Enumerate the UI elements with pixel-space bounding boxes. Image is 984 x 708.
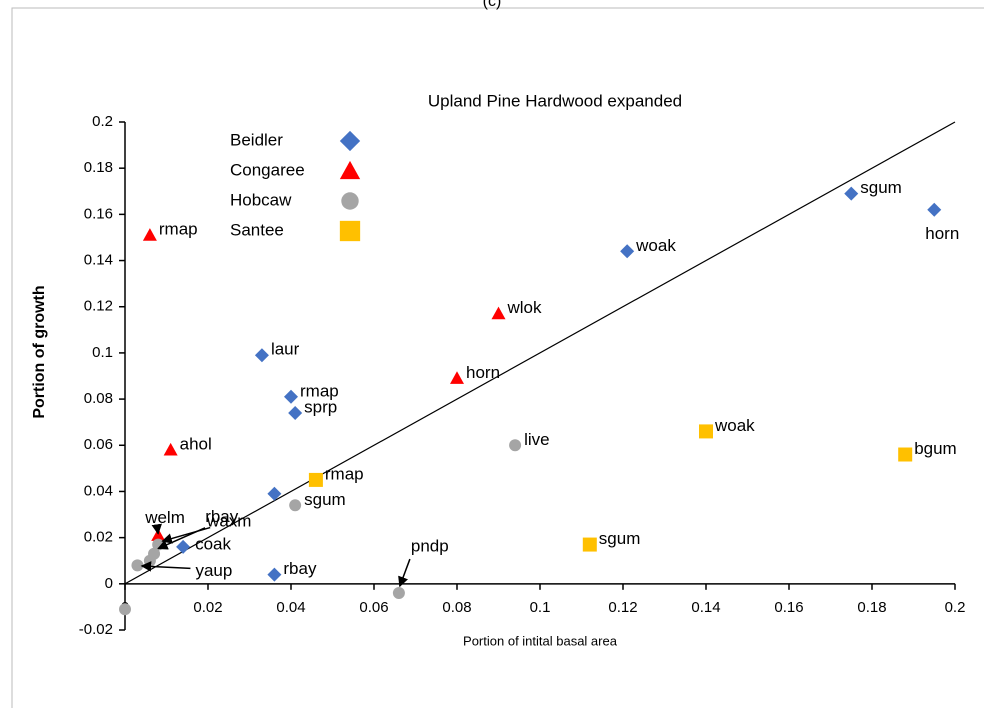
- point: [119, 603, 131, 616]
- x-tick-label: 0.2: [945, 599, 966, 616]
- point-label: sgum: [304, 490, 346, 509]
- point-label: wlok: [507, 298, 543, 317]
- point: [898, 447, 913, 462]
- y-tick-label: 0.06: [84, 436, 113, 453]
- point: [392, 587, 405, 600]
- point: [131, 559, 144, 572]
- point: [491, 306, 506, 320]
- point: [450, 371, 464, 384]
- legend-marker: [339, 220, 361, 242]
- caption: (c): [483, 0, 502, 10]
- point-label: ahol: [180, 434, 212, 453]
- point-label: sgum: [860, 178, 902, 197]
- point-label: laur: [271, 340, 300, 359]
- point: [143, 554, 156, 567]
- y-tick-label: 0.14: [84, 252, 113, 269]
- y-tick-label: 0.04: [84, 482, 113, 499]
- annotation-arrow: [140, 561, 191, 572]
- point: [284, 389, 298, 404]
- x-tick-label: 0.14: [691, 599, 720, 616]
- point-label: rmap: [325, 464, 364, 483]
- annotation-arrow: [398, 558, 411, 588]
- annotation-arrow: [157, 527, 206, 550]
- point: [254, 348, 269, 363]
- y-tick-label: 0.08: [84, 390, 113, 407]
- frame: [11, 7, 984, 708]
- x-tick-label: 0.06: [359, 599, 388, 616]
- point-label: waxm: [206, 511, 251, 530]
- point-label: rbay: [283, 559, 317, 578]
- x-tick-label: 0.08: [442, 599, 471, 616]
- point-label: rmap: [159, 220, 198, 239]
- legend-label: Hobcaw: [230, 190, 292, 209]
- point-label: horn: [925, 224, 959, 243]
- x-tick-label: 0.1: [530, 599, 551, 616]
- y-tick-label: 0.1: [92, 344, 113, 361]
- point-label: sgum: [599, 529, 641, 548]
- y-axis-title: Portion of growth: [31, 285, 48, 418]
- x-tick-label: 0.16: [774, 599, 803, 616]
- point-label: welm: [144, 508, 185, 527]
- y-tick-label: 0.02: [84, 529, 113, 546]
- legend-marker: [339, 160, 361, 180]
- x-axis-title: Portion of intital basal area: [463, 633, 618, 648]
- point: [267, 486, 282, 501]
- point: [142, 228, 157, 241]
- point-label: coak: [195, 534, 231, 553]
- point-label: woak: [714, 416, 755, 435]
- x-tick-label: 0.04: [276, 599, 305, 616]
- point: [582, 537, 597, 552]
- point: [267, 567, 282, 582]
- point-label: pndp: [411, 537, 449, 556]
- point: [289, 499, 302, 512]
- point: [308, 472, 323, 487]
- point: [176, 539, 191, 554]
- point-label: rmap: [300, 381, 339, 400]
- x-tick-label: 0.18: [857, 599, 886, 616]
- legend-label: Congaree: [230, 160, 305, 179]
- y-tick-label: 0.18: [84, 159, 113, 176]
- point: [620, 244, 635, 259]
- y-tick-label: 0.2: [92, 113, 113, 130]
- point-label: yaup: [195, 561, 232, 580]
- point-label: rbay: [205, 507, 239, 526]
- y-tick-label: 0.16: [84, 205, 113, 222]
- point: [927, 202, 942, 217]
- chart-title: Upland Pine Hardwood expanded: [428, 91, 682, 110]
- x-tick-label: 0.02: [193, 599, 222, 616]
- point: [288, 405, 303, 420]
- point: [844, 186, 859, 201]
- y-tick-label: 0.12: [84, 298, 113, 315]
- y-tick-label: 0: [105, 575, 113, 592]
- point: [699, 424, 713, 439]
- point: [163, 442, 178, 456]
- point-label: horn: [466, 363, 500, 382]
- point-label: sprp: [304, 397, 337, 416]
- x-tick-label: 0.12: [608, 599, 637, 616]
- point-label: live: [524, 430, 550, 449]
- reference-line: [124, 121, 956, 585]
- legend-label: Santee: [230, 220, 284, 239]
- y-tick-label: -0.02: [79, 621, 113, 638]
- legend-label: Beidler: [230, 130, 283, 149]
- legend-marker: [339, 130, 361, 152]
- annotation-arrow: [151, 523, 162, 535]
- point-label: woak: [635, 236, 676, 255]
- legend-marker: [341, 192, 359, 210]
- point: [509, 439, 522, 452]
- point-label: bgum: [914, 439, 957, 458]
